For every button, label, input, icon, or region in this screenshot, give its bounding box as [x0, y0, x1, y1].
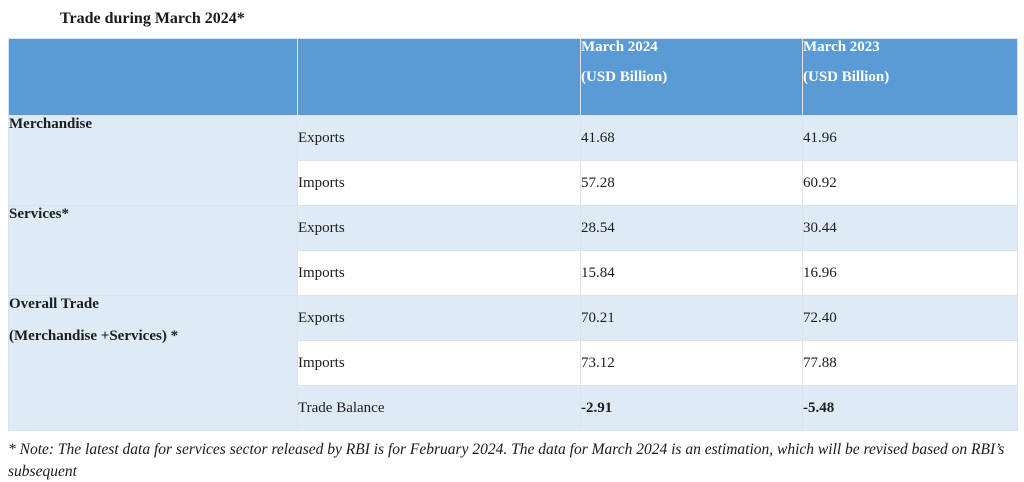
header-cell-flow	[297, 38, 581, 116]
value-march-2024: 28.54	[580, 205, 803, 251]
value-march-2024: 57.28	[580, 160, 803, 206]
trade-table: March 2024 (USD Billion) March 2023 (USD…	[8, 38, 1018, 431]
header-row: March 2024 (USD Billion) March 2023 (USD…	[8, 38, 1018, 116]
table-row: Merchandise Exports 41.68 41.96	[8, 115, 1018, 206]
metric-label: Exports	[297, 295, 581, 341]
table-row: Imports 73.12 77.88	[9, 340, 1018, 386]
value-march-2023: 72.40	[802, 295, 1018, 341]
footnote-line-1: * Note: The latest data for services sec…	[8, 441, 1005, 480]
group-label: Overall Trade	[9, 296, 99, 313]
table-row: Imports 57.28 60.92	[9, 160, 1018, 206]
value-march-2024: 15.84	[580, 250, 803, 296]
header-march-2024-unit: (USD Billion)	[581, 69, 668, 85]
group-label: Services*	[9, 206, 69, 223]
value-march-2023: 30.44	[802, 205, 1018, 251]
table-row: Services* Exports 28.54 30.44	[8, 205, 1018, 296]
metric-label: Imports	[297, 160, 581, 206]
group-cell-overall-trade: Overall Trade (Merchandise +Services) *	[8, 295, 298, 431]
footnote: * Note: The latest data for services sec…	[8, 439, 1020, 482]
page-title: Trade during March 2024*	[60, 10, 245, 27]
header-cell-march-2023: March 2023 (USD Billion)	[802, 38, 1018, 116]
metric-label: Imports	[297, 340, 581, 386]
value-march-2023: 16.96	[802, 250, 1018, 296]
metric-label: Trade Balance	[297, 385, 581, 431]
value-march-2023: -5.48	[802, 385, 1018, 431]
value-march-2024: 73.12	[580, 340, 803, 386]
group-cell-services: Services*	[8, 205, 298, 296]
header-march-2023-unit: (USD Billion)	[803, 69, 890, 85]
metric-label: Imports	[297, 250, 581, 296]
table-row: Imports 15.84 16.96	[9, 250, 1018, 296]
metric-label: Exports	[297, 205, 581, 251]
table-row: Overall Trade (Merchandise +Services) * …	[8, 295, 1018, 431]
header-march-2024-label: March 2024	[581, 39, 658, 56]
group-cell-merchandise: Merchandise	[8, 115, 298, 206]
value-march-2024: 41.68	[580, 115, 803, 161]
table-row: Trade Balance -2.91 -5.48	[9, 385, 1018, 431]
value-march-2023: 41.96	[802, 115, 1018, 161]
value-march-2023: 60.92	[802, 160, 1018, 206]
group-sublabel: (Merchandise +Services) *	[9, 328, 179, 344]
group-label: Merchandise	[9, 116, 93, 133]
header-cell-march-2024: March 2024 (USD Billion)	[580, 38, 803, 116]
value-march-2024: 70.21	[580, 295, 803, 341]
metric-label: Exports	[297, 115, 581, 161]
header-march-2023-label: March 2023	[803, 39, 880, 56]
value-march-2023: 77.88	[802, 340, 1018, 386]
value-march-2024: -2.91	[580, 385, 803, 431]
header-cell-category	[8, 38, 298, 116]
